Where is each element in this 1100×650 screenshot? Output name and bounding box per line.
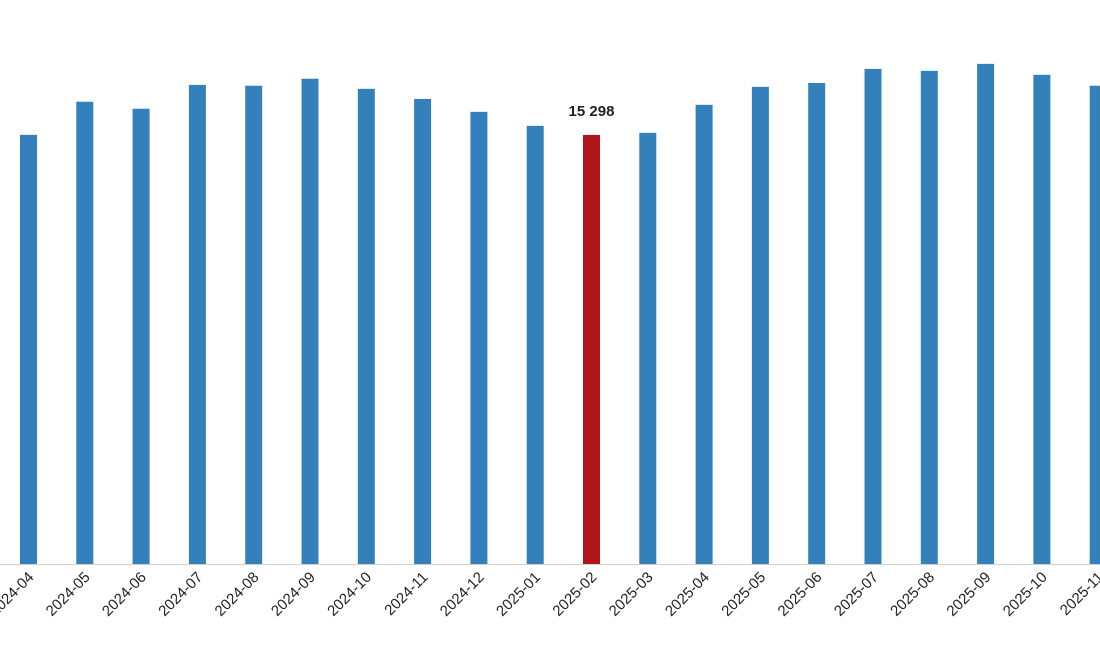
bar — [808, 82, 826, 564]
bar — [977, 63, 995, 564]
bar — [470, 111, 488, 565]
bar — [1033, 74, 1051, 565]
bar — [864, 68, 882, 564]
bar — [132, 108, 150, 564]
x-tick-label: 2024-08 — [212, 569, 263, 620]
bar — [639, 132, 657, 564]
x-tick-label: 2025-11 — [1057, 569, 1100, 619]
bar — [76, 101, 94, 565]
bar — [1089, 85, 1100, 564]
x-tick-label: 2024-06 — [99, 569, 150, 620]
bar — [245, 85, 263, 564]
bar — [695, 104, 713, 564]
x-tick-label: 2024-10 — [324, 569, 375, 620]
bar — [526, 125, 544, 564]
x-tick-label: 2024-05 — [43, 569, 94, 620]
x-tick-label: 2024-04 — [0, 569, 37, 620]
x-tick-label: 2024-12 — [437, 569, 488, 620]
x-tick-label: 2025-04 — [662, 569, 713, 620]
bar — [414, 98, 432, 564]
x-tick-label: 2024-07 — [155, 569, 206, 620]
bar — [301, 78, 319, 565]
bar — [920, 70, 938, 565]
x-tick-label: 2025-06 — [775, 569, 826, 620]
x-tick-label: 2025-07 — [831, 569, 882, 620]
bar — [20, 134, 37, 564]
x-tick-label: 2024-09 — [268, 569, 319, 620]
x-tick-label: 2025-03 — [606, 569, 657, 620]
bar — [583, 134, 600, 564]
data-label: 15 298 — [569, 103, 615, 120]
x-tick-label: 2025-01 — [493, 569, 544, 620]
x-tick-label: 2025-08 — [887, 569, 938, 620]
x-tick-label: 2025-05 — [718, 569, 769, 620]
bar — [357, 88, 375, 564]
bar — [188, 84, 206, 564]
bar — [751, 86, 769, 564]
x-tick-label: 2025-10 — [1000, 569, 1051, 620]
x-tick-label: 2025-09 — [943, 569, 994, 620]
x-tick-label: 2024-11 — [381, 569, 431, 619]
x-tick-label: 2025-02 — [549, 569, 600, 620]
